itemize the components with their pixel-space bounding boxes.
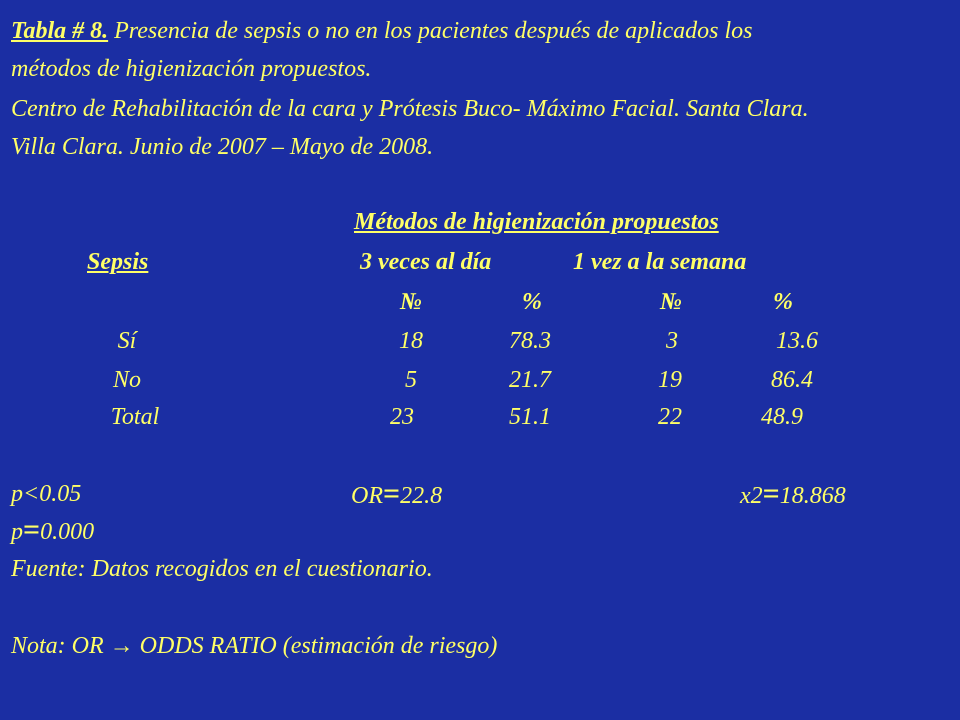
table-cell: 18 [399,328,423,354]
table-cell: 48.9 [761,404,803,430]
table-cell: 3 [666,328,678,354]
equals-sign: = [23,513,41,546]
row-label: No [112,367,141,393]
table-cell: 86.4 [771,367,813,393]
group-label-1: 3 veces al día [360,249,492,275]
table-cell: 21.7 [509,367,551,393]
chi-square: x2=18.868 [740,477,846,510]
source-note: Fuente: Datos recogidos en el cuestionar… [11,556,433,582]
subcol-header: % [522,289,542,315]
title-line-2: métodos de higienización propuestos. [11,56,372,82]
table-cell: 5 [405,367,417,393]
table-cell: 22 [658,404,682,430]
p-label: p [11,519,23,545]
table-cell: 23 [390,404,414,430]
group-header: Métodos de higienización propuestos [354,209,719,235]
x2-value: 18.868 [779,483,846,509]
table-cell: 13.6 [776,328,818,354]
or-value: 22.8 [400,483,443,509]
title-text-1: Presencia de sepsis o no en los paciente… [108,18,753,44]
table-cell: 78.3 [509,328,551,354]
p-value-number: 0.000 [40,519,95,545]
title-line-3: Centro de Rehabilitación de la cara y Pr… [11,96,809,122]
subcol-header: % [773,289,793,315]
group-label-2: 1 vez a la semana [573,249,747,275]
title-line-1: Tabla # 8. Presencia de sepsis o no en l… [11,17,752,45]
row-header: Sepsis [87,249,149,275]
x2-label: x2 [740,483,763,509]
row-label: Sí [117,328,137,354]
table-cell: 19 [658,367,682,393]
p-threshold: p<0.05 [11,481,82,507]
equals-sign: = [383,477,401,510]
p-value: p=0.000 [11,513,95,546]
row-label: Total [110,404,160,430]
equals-sign: = [762,477,780,510]
or-label: OR [351,483,383,509]
subcol-header: № [400,289,422,315]
odds-ratio: OR=22.8 [351,477,443,510]
subcol-header: № [660,289,682,315]
abbreviation-note: Nota: OR → ODDS RATIO (estimación de rie… [11,633,498,659]
table-cell: 51.1 [509,404,551,430]
table-number: Tabla # 8. [11,18,109,44]
title-line-4: Villa Clara. Junio de 2007 – Mayo de 200… [11,134,434,160]
